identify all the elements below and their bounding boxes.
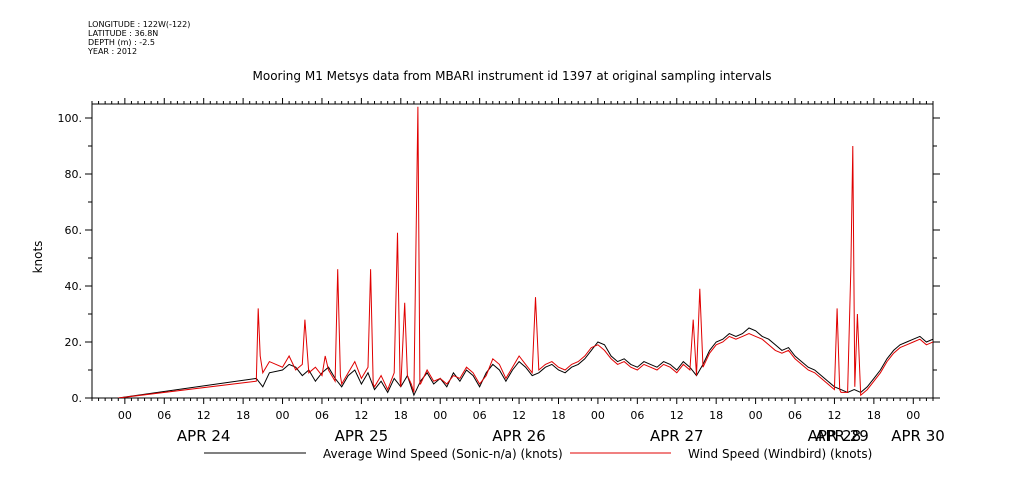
x-tick-label: 00 — [433, 409, 447, 422]
day-label: APR 29 — [815, 427, 869, 445]
x-tick-label: 06 — [157, 409, 171, 422]
series-lines — [118, 106, 933, 398]
x-tick-label: 06 — [788, 409, 802, 422]
y-axis-label: knots — [31, 241, 45, 274]
x-tick-label: 12 — [354, 409, 368, 422]
x-tick-label: 06 — [315, 409, 329, 422]
chart-title: Mooring M1 Metsys data from MBARI instru… — [253, 69, 772, 83]
metadata-block: LONGITUDE : 122W(-122) LATITUDE : 36.8N … — [88, 20, 190, 56]
latitude-text: LATITUDE : 36.8N — [88, 29, 159, 38]
y-tick-label: 80. — [65, 168, 83, 181]
x-tick-label: 00 — [906, 409, 920, 422]
legend: Average Wind Speed (Sonic-n/a) (knots) W… — [204, 447, 872, 461]
x-tick-label: 18 — [551, 409, 565, 422]
day-label: APR 28 — [808, 427, 862, 445]
x-tick-label: 18 — [236, 409, 250, 422]
plot-frame — [91, 103, 934, 399]
x-tick-label: 18 — [394, 409, 408, 422]
y-tick-labels: 0. 20. 40. 60. 80. 100. — [58, 112, 83, 405]
day-label: APR 30 — [891, 427, 945, 445]
day-label: APR 27 — [650, 427, 704, 445]
x-tick-labels: 00 06 12 18 00 06 12 18 00 06 12 18 00 06 12 18 00 06 12 18… — [118, 409, 920, 422]
x-tick-label: 12 — [827, 409, 841, 422]
x-tick-label: 12 — [197, 409, 211, 422]
longitude-text: LONGITUDE : 122W(-122) — [88, 20, 191, 29]
x-tick-label: 06 — [630, 409, 644, 422]
series-line-average-wind — [118, 327, 933, 398]
x-tick-label: 18 — [867, 409, 881, 422]
day-label: APR 25 — [335, 427, 389, 445]
y-tick-label: 60. — [65, 224, 83, 237]
legend-label-average-wind: Average Wind Speed (Sonic-n/a) (knots) — [323, 447, 563, 461]
depth-text: DEPTH (m) : -2.5 — [88, 38, 155, 47]
x-tick-label: 00 — [118, 409, 132, 422]
y-tick-label: 40. — [65, 280, 83, 293]
x-tick-label: 00 — [749, 409, 763, 422]
y-tick-label: 100. — [58, 112, 83, 125]
x-tick-label: 12 — [670, 409, 684, 422]
day-label: APR 24 — [177, 427, 231, 445]
legend-label-windbird: Wind Speed (Windbird) (knots) — [688, 447, 872, 461]
day-label: APR 26 — [492, 427, 546, 445]
x-tick-label: 00 — [591, 409, 605, 422]
x-tick-label: 00 — [276, 409, 290, 422]
y-tick-label: 20. — [65, 336, 83, 349]
year-text: YEAR : 2012 — [88, 47, 138, 56]
x-tick-label: 12 — [512, 409, 526, 422]
x-tick-label: 06 — [473, 409, 487, 422]
series-line-windbird — [118, 106, 933, 398]
axis-ticks — [85, 98, 940, 404]
x-tick-label: 18 — [709, 409, 723, 422]
y-tick-label: 0. — [72, 392, 83, 405]
